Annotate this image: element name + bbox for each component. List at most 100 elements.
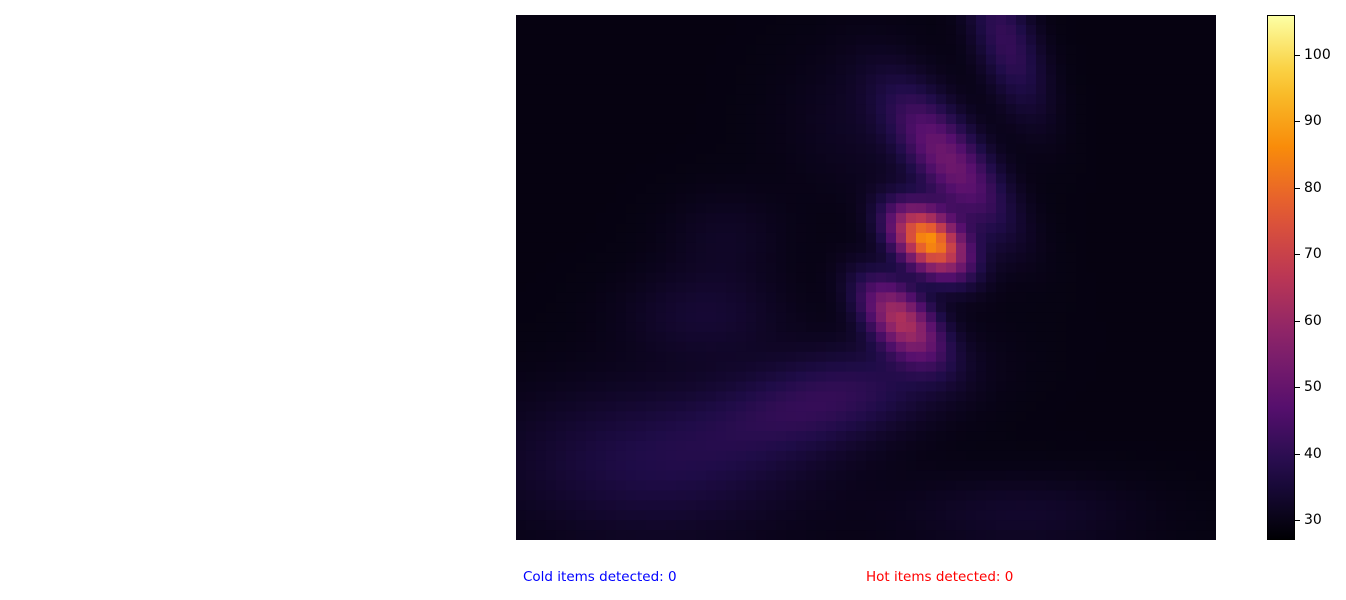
heatmap-cell (1166, 282, 1177, 293)
heatmap-cell (746, 341, 757, 353)
heatmap-cell (1006, 163, 1017, 175)
heatmap-cell (666, 24, 677, 36)
heatmap-cell (1016, 272, 1027, 284)
heatmap-cell (936, 391, 947, 402)
heatmap-cell (896, 411, 907, 422)
heatmap-cell (866, 143, 877, 155)
heatmap-cell (1206, 143, 1216, 155)
heatmap-cell (1056, 74, 1067, 85)
heatmap-cell (746, 351, 757, 363)
heatmap-cell (516, 401, 527, 412)
heatmap-cell (1106, 282, 1117, 293)
heatmap-cell (976, 232, 987, 244)
heatmap-cell (846, 84, 857, 95)
heatmap-cell (926, 104, 937, 115)
heatmap-cell (826, 401, 837, 412)
heatmap-cell (736, 421, 747, 432)
heatmap-cell (806, 183, 817, 194)
heatmap-cell (986, 421, 997, 432)
heatmap-cell (1076, 84, 1087, 95)
heatmap-cell (1196, 440, 1207, 452)
heatmap-cell (866, 34, 877, 46)
heatmap-cell (966, 193, 977, 204)
heatmap-cell (866, 500, 877, 511)
heatmap-cell (1176, 24, 1187, 36)
heatmap-cell (866, 74, 877, 85)
heatmap-cell (956, 312, 967, 323)
heatmap-cell (656, 480, 667, 492)
heatmap-cell (596, 391, 607, 402)
heatmap-cell (726, 232, 737, 244)
heatmap-cell (626, 153, 637, 165)
heatmap-cell (846, 54, 857, 66)
heatmap-cell (586, 163, 597, 175)
heatmap-cell (956, 133, 967, 145)
heatmap-cell (1196, 123, 1207, 135)
heatmap-cell (986, 262, 997, 274)
heatmap-cell (946, 74, 957, 85)
heatmap-cell (936, 242, 947, 254)
heatmap-cell (676, 133, 687, 145)
heatmap-cell (686, 24, 697, 36)
heatmap-cell (576, 431, 587, 442)
heatmap-cell (1176, 431, 1187, 442)
heatmap-cell (726, 64, 737, 76)
heatmap-cell (1116, 480, 1127, 492)
heatmap-cell (996, 213, 1007, 224)
heatmap-cell (1156, 371, 1167, 383)
heatmap-cell (886, 401, 897, 412)
heatmap-cell (686, 104, 697, 115)
heatmap-cell (1066, 440, 1077, 452)
heatmap-cell (886, 272, 897, 284)
heatmap-cell (846, 381, 857, 393)
heatmap-cell (1056, 252, 1067, 264)
heatmap-cell (956, 15, 967, 26)
heatmap-cell (726, 401, 737, 412)
heatmap-cell (976, 500, 987, 511)
heatmap-cell (766, 163, 777, 175)
heatmap-cell (556, 213, 567, 224)
heatmap-cell (1126, 84, 1137, 95)
heatmap-cell (836, 381, 847, 393)
heatmap-cell (1026, 94, 1037, 105)
heatmap-cell (1016, 24, 1027, 36)
heatmap-cell (1146, 351, 1157, 363)
heatmap-cell (516, 153, 527, 165)
heatmap-cell (816, 480, 827, 492)
heatmap-cell (1166, 421, 1177, 432)
heatmap-cell (1096, 510, 1107, 521)
heatmap-cell (886, 163, 897, 175)
heatmap-cell (726, 351, 737, 363)
heatmap-cell (586, 312, 597, 323)
heatmap-cell (576, 64, 587, 76)
heatmap-cell (526, 64, 537, 76)
heatmap-cell (726, 15, 737, 26)
heatmap-cell (836, 203, 847, 214)
heatmap-cell (656, 114, 667, 125)
heatmap-cell (756, 44, 767, 56)
heatmap-cell (926, 44, 937, 56)
heatmap-cell (936, 272, 947, 284)
heatmap-cell (1206, 520, 1216, 531)
heatmap-cell (956, 54, 967, 66)
heatmap-cell (996, 94, 1007, 105)
heatmap-cell (826, 34, 837, 46)
heatmap-cell (626, 411, 637, 422)
heatmap-cell (776, 133, 787, 145)
heatmap-cell (676, 411, 687, 422)
heatmap-cell (1186, 64, 1197, 76)
heatmap-cell (876, 302, 887, 313)
heatmap-cell (926, 232, 937, 244)
heatmap-cell (616, 183, 627, 194)
heatmap-cell (1016, 213, 1027, 224)
heatmap-cell (616, 361, 627, 373)
heatmap-cell (916, 470, 927, 482)
heatmap-cell (616, 34, 627, 46)
heatmap-cell (996, 341, 1007, 353)
heatmap-cell (996, 460, 1007, 472)
heatmap-cell (766, 203, 777, 214)
heatmap-cell (636, 500, 647, 511)
heatmap-cell (1076, 54, 1087, 66)
heatmap-cell (516, 440, 527, 452)
heatmap-cell (776, 312, 787, 323)
